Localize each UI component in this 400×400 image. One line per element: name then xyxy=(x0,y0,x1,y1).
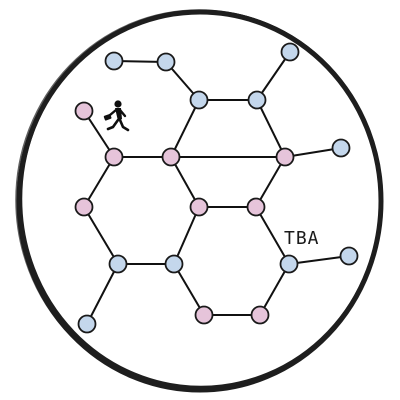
graph-node-pink xyxy=(246,197,266,217)
graph-edge xyxy=(173,263,205,316)
graph-node-blue xyxy=(156,52,176,72)
graph-edge xyxy=(255,206,290,265)
graph-edge xyxy=(256,99,286,158)
graph-node-blue xyxy=(108,254,128,274)
graph-node-blue xyxy=(247,90,267,110)
graph-edge xyxy=(259,263,290,316)
graph-node-pink xyxy=(275,147,295,167)
graph-edges xyxy=(83,51,350,325)
tba-label: TBA xyxy=(284,228,320,249)
graph-nodes xyxy=(74,42,359,334)
graph-node-blue xyxy=(339,246,359,266)
graph-edge xyxy=(86,263,119,325)
graph-node-blue xyxy=(77,314,97,334)
graph-edge xyxy=(256,51,291,101)
graph-node-pink xyxy=(74,197,94,217)
graph-node-blue xyxy=(279,254,299,274)
graph-edge xyxy=(83,206,119,265)
graph-node-pink xyxy=(161,147,181,167)
outer-ring xyxy=(15,9,384,393)
graph-node-pink xyxy=(74,101,94,121)
graph-edge xyxy=(255,156,286,208)
graph-node-blue xyxy=(104,51,124,71)
graph-edge xyxy=(288,255,350,265)
graph-node-pink xyxy=(104,147,124,167)
graph-node-blue xyxy=(331,138,351,158)
graph-node-pink xyxy=(189,197,209,217)
graph-edge xyxy=(170,156,200,208)
graph-edge xyxy=(83,156,115,208)
graph-edge xyxy=(173,206,200,265)
graph-node-pink xyxy=(194,305,214,325)
running-person-icon xyxy=(103,100,130,132)
graph-node-blue xyxy=(164,254,184,274)
graph-node-blue xyxy=(189,90,209,110)
graph-edge xyxy=(284,147,342,158)
graph-node-blue xyxy=(280,42,300,62)
graph-edge xyxy=(170,99,200,158)
graph-node-pink xyxy=(250,305,270,325)
